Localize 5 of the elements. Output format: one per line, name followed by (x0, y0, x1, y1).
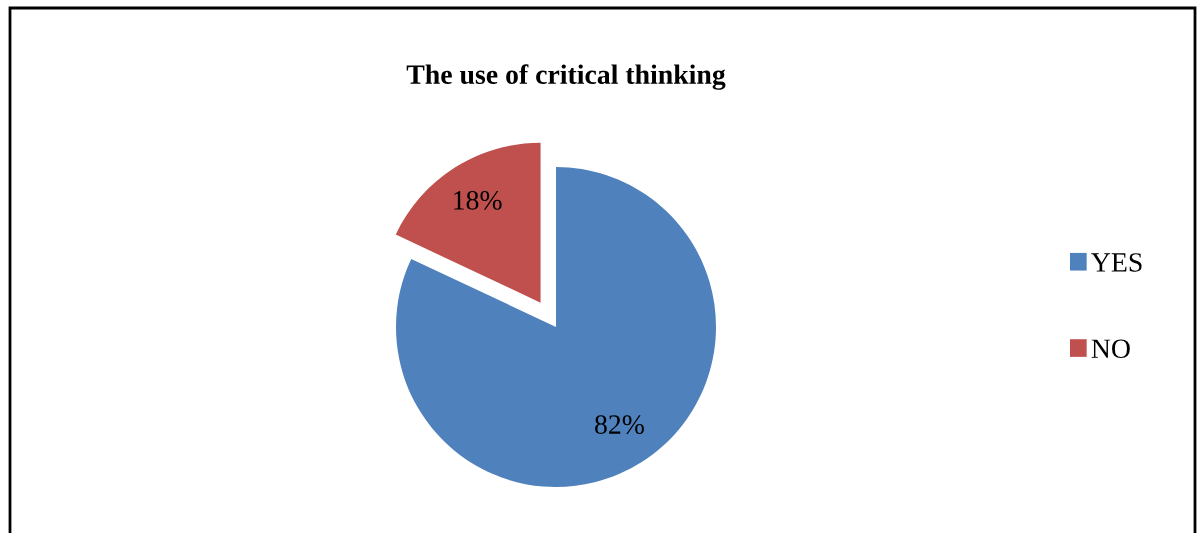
data-label: 82% (595, 415, 644, 435)
data-label: 18% (454, 190, 502, 210)
chart-title: The use of critical thinking (406, 64, 726, 90)
legend-label: YES (1091, 253, 1142, 272)
legend-label: NO (1091, 339, 1130, 359)
